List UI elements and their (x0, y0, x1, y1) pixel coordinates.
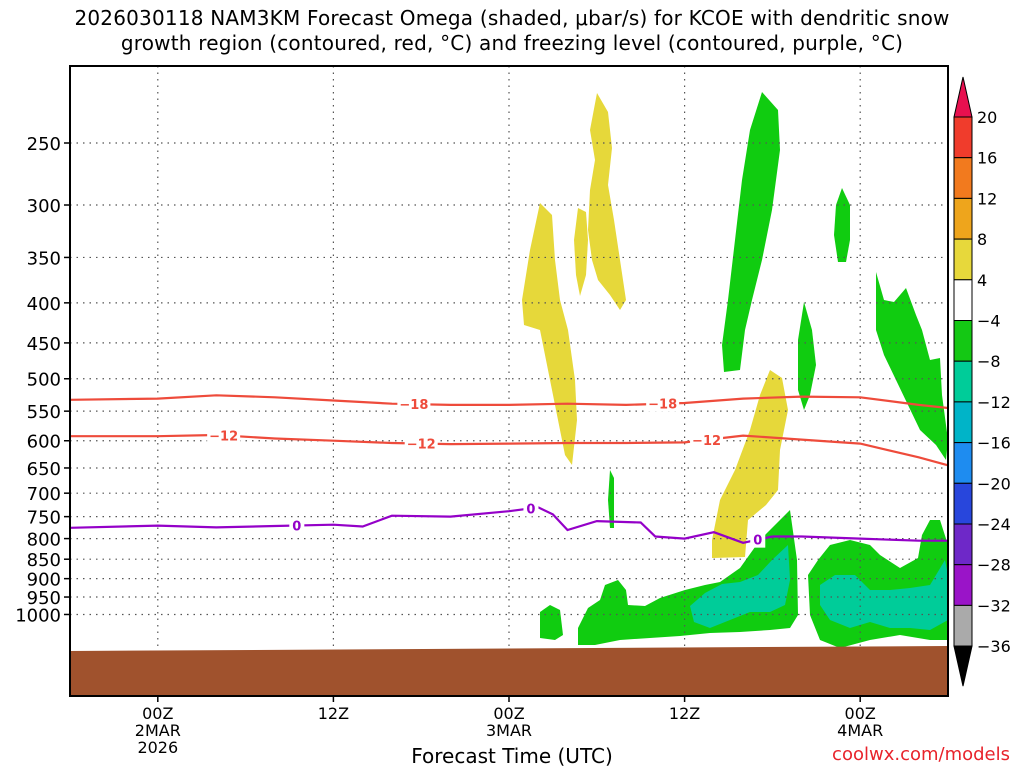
freezing-level-0-label-bg (523, 500, 539, 517)
y-tick-label: 300 (27, 196, 61, 217)
dendritic-minus12-label: −12 (209, 429, 238, 444)
ground-fill (70, 646, 948, 696)
colorbar-box (953, 401, 973, 444)
omega-negative-upper-green-1 (722, 92, 780, 372)
omega-negative-upper-green-3 (798, 302, 816, 410)
x-tick-label: 2MAR (135, 721, 181, 740)
colorbar-label: 20 (977, 108, 997, 127)
dendritic-minus12-label: −12 (692, 434, 721, 449)
omega-positive-mid (712, 370, 788, 558)
colorbar-box (953, 523, 973, 566)
colorbar-label: 12 (977, 189, 997, 208)
y-tick-label: 950 (27, 588, 61, 609)
y-axis: 2503003504004505005506006507007508008509… (15, 134, 70, 626)
y-tick-label: 750 (27, 508, 61, 529)
omega-positive-upper-1 (522, 203, 577, 465)
dendritic-minus12-label-bg (690, 431, 724, 448)
freezing-level-0-label: 0 (526, 502, 535, 517)
dendritic-minus12-line (70, 433, 949, 467)
chart-title-line-2: growth region (contoured, red, °C) and f… (120, 31, 904, 55)
y-tick-label: 850 (27, 550, 61, 571)
x-tick-label: 12Z (318, 704, 349, 723)
omega-negative-upper-green-2 (834, 188, 850, 262)
colorbar-label: −8 (977, 352, 1001, 371)
colorbar-bottom-triangle (953, 645, 973, 687)
y-tick-label: 550 (27, 402, 61, 423)
colorbar-label: −36 (977, 637, 1011, 656)
colorbar-label: −20 (977, 474, 1011, 493)
credit-text: coolwx.com/models (832, 744, 1010, 765)
dendritic-minus18-line (69, 394, 949, 410)
freezing-level-0-label-bg (289, 517, 305, 534)
freezing-level-0-label: 0 (292, 520, 301, 535)
colorbar-label: 8 (977, 230, 987, 249)
contours: −18 −18 −12 −12 −12 0 0 0 (69, 394, 949, 549)
dendritic-minus18-label: −18 (648, 398, 677, 413)
freezing-level-0-label-bg (750, 531, 766, 548)
dendritic-minus12-label-bg (404, 435, 438, 452)
omega-positive-upper-3 (574, 208, 588, 296)
omega-negative-upper-green-4 (876, 272, 948, 460)
omega-negative-green-lower-1 (540, 605, 563, 640)
colorbar-label: −16 (977, 434, 1011, 453)
y-tick-label: 400 (27, 294, 61, 315)
dendritic-minus12-label-bg (207, 427, 241, 444)
colorbar-box (953, 320, 973, 362)
y-tick-label: 800 (27, 530, 61, 551)
y-tick-label: 700 (27, 484, 61, 505)
x-tick-label: 3MAR (486, 721, 532, 740)
omega-negative-teal-lower-1 (690, 545, 790, 628)
x-axis-title: Forecast Time (UTC) (411, 744, 613, 768)
colorbar-label: −32 (977, 596, 1011, 615)
x-tick-label: 12Z (669, 704, 700, 723)
y-tick-label: 250 (27, 134, 61, 155)
colorbar-label: −4 (977, 312, 1001, 331)
colorbar-box (953, 564, 973, 606)
y-tick-label: 1000 (15, 605, 61, 626)
y-tick-label: 500 (27, 370, 61, 391)
y-tick-label: 650 (27, 459, 61, 480)
freezing-level-0-line (69, 506, 948, 544)
colorbar-box (953, 442, 973, 484)
colorbar-box (953, 238, 973, 281)
dendritic-minus18-label: −18 (399, 398, 428, 413)
dendritic-minus12-label: −12 (407, 438, 436, 453)
colorbar-box (953, 157, 973, 199)
x-tick-label: 2026 (137, 738, 178, 757)
omega-positive-upper-2 (588, 93, 626, 310)
colorbar-box (953, 604, 973, 647)
colorbar-box (953, 482, 973, 525)
omega-negative-green-small (608, 470, 614, 528)
colorbar-label: −28 (977, 556, 1011, 575)
dendritic-minus18-label-bg (646, 395, 680, 412)
grid (70, 66, 948, 696)
omega-negative-teal-lower-2 (820, 560, 948, 630)
y-tick-label: 600 (27, 432, 61, 453)
colorbar-box (953, 116, 973, 159)
x-tick-label: 00Z (142, 704, 173, 723)
colorbar: 20 16 12 8 4 −4 −8 −12 −16 −20 −24 −28 −32 −36 (953, 76, 1011, 687)
colorbar-label: 16 (977, 149, 997, 168)
omega-shading (522, 92, 948, 648)
dendritic-minus18-label-bg (397, 396, 431, 413)
colorbar-box (953, 360, 973, 403)
chart-title-line-1: 2026030118 NAM3KM Forecast Omega (shaded… (74, 6, 950, 30)
colorbar-top-triangle (953, 76, 973, 118)
y-tick-label: 900 (27, 570, 61, 591)
colorbar-label: −12 (977, 393, 1011, 412)
colorbar-label: 4 (977, 271, 987, 290)
y-tick-label: 450 (27, 334, 61, 355)
colorbar-label: −24 (977, 515, 1011, 534)
y-tick-label: 350 (27, 248, 61, 269)
freezing-level-0-label: 0 (753, 534, 762, 549)
colorbar-box (953, 197, 973, 240)
colorbar-box (953, 279, 973, 321)
x-tick-label: 00Z (493, 704, 524, 723)
x-tick-label: 4MAR (837, 721, 883, 740)
x-tick-label: 00Z (845, 704, 876, 723)
